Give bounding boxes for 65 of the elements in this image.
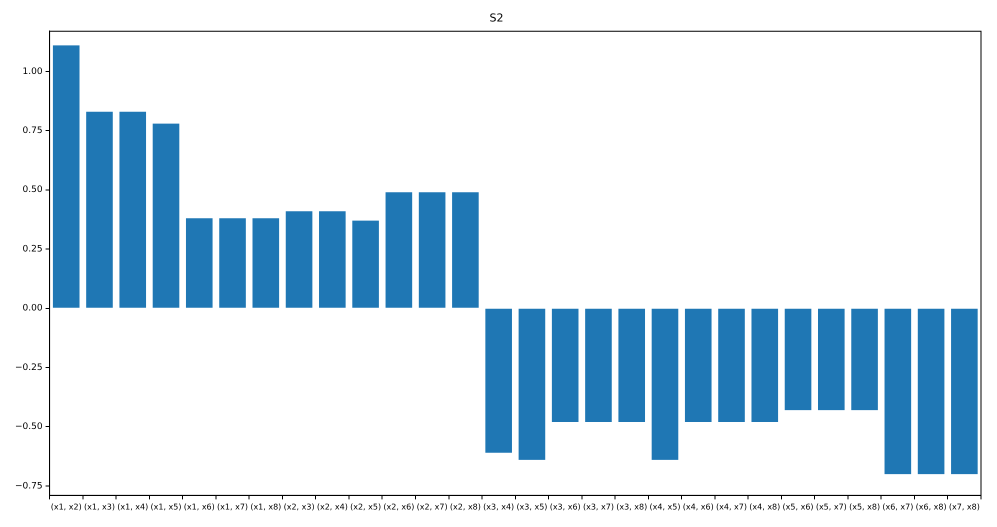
chart-title: S2 [490, 11, 504, 24]
x-tick-label: (x3, x4) [483, 502, 514, 512]
x-tick-label: (x3, x5) [516, 502, 548, 512]
y-tick-label: 0.25 [22, 244, 43, 254]
x-tick-label: (x4, x5) [649, 502, 680, 512]
bar [751, 308, 778, 422]
bar [352, 220, 379, 308]
bar [286, 211, 312, 308]
x-tick-label: (x2, x8) [450, 502, 481, 512]
x-tick-label: (x4, x6) [682, 502, 714, 512]
x-tick-label: (x1, x3) [84, 502, 115, 512]
x-tick-label: (x4, x7) [716, 502, 748, 512]
x-tick-label: (x2, x4) [316, 502, 348, 512]
bar [485, 308, 512, 453]
bar [518, 308, 546, 460]
bar [186, 218, 213, 308]
bar [418, 192, 446, 308]
bar [552, 308, 578, 422]
bar [219, 218, 246, 308]
x-tick-label: (x1, x7) [217, 502, 248, 512]
y-tick-label: −0.75 [14, 481, 43, 492]
y-tick-label: 0.50 [22, 185, 43, 196]
x-tick-label: (x4, x8) [749, 502, 780, 512]
x-tick-label: (x1, x5) [150, 502, 182, 512]
y-tick-label: −0.50 [14, 422, 43, 432]
x-tick-label: (x2, x7) [416, 502, 448, 512]
x-tick-label: (x7, x8) [948, 502, 980, 512]
bar [718, 308, 745, 422]
x-tick-label: (x1, x6) [184, 502, 215, 512]
x-tick-label: (x1, x8) [250, 502, 282, 512]
x-tick-label: (x1, x2) [50, 502, 82, 512]
x-tick-label: (x2, x5) [350, 502, 382, 512]
bar [784, 308, 812, 410]
x-tick-label: (x3, x7) [582, 502, 614, 512]
x-tick-label: (x3, x6) [550, 502, 581, 512]
y-tick-label: −0.25 [14, 362, 43, 373]
bar [652, 308, 678, 460]
bar [252, 218, 280, 308]
bar [851, 308, 878, 410]
bar [52, 45, 80, 308]
x-tick-label: (x2, x3) [284, 502, 315, 512]
x-tick-label: (x6, x7) [882, 502, 914, 512]
bar [86, 112, 113, 308]
x-tick-label: (x6, x8) [916, 502, 947, 512]
x-tick-label: (x5, x7) [816, 502, 847, 512]
bar [951, 308, 978, 474]
x-tick-label: (x3, x8) [616, 502, 648, 512]
bar [319, 211, 346, 308]
x-tick-label: (x1, x4) [117, 502, 148, 512]
bar [386, 192, 412, 308]
bar [684, 308, 712, 422]
bar [152, 124, 180, 308]
y-tick-label: 0.75 [22, 126, 43, 136]
bar [618, 308, 646, 422]
x-tick-label: (x5, x8) [849, 502, 880, 512]
x-tick-label: (x2, x6) [383, 502, 414, 512]
x-tick-label: (x5, x6) [782, 502, 814, 512]
y-tick-label: 1.00 [22, 66, 43, 77]
bar [585, 308, 612, 422]
bar [452, 192, 479, 308]
bar [918, 308, 944, 474]
bar [884, 308, 912, 474]
bar [818, 308, 845, 410]
bar [119, 112, 146, 308]
y-tick-label: 0.00 [22, 304, 43, 314]
